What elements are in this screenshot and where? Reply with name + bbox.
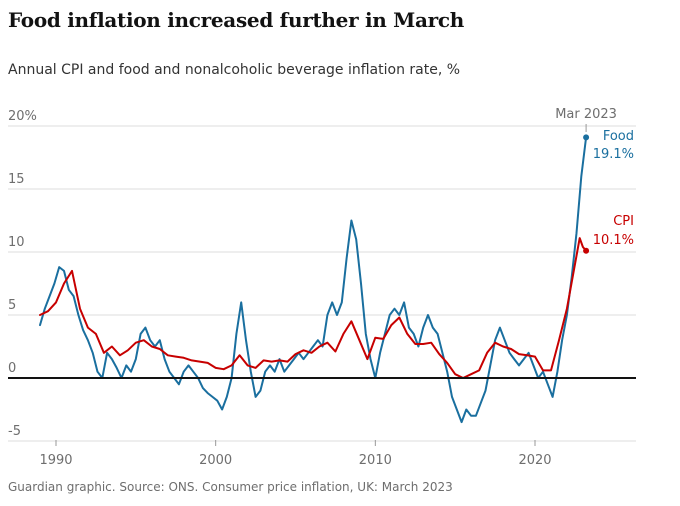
food-series-line bbox=[39, 136, 588, 424]
chart-subtitle: Annual CPI and food and nonalcoholic bev… bbox=[8, 62, 461, 78]
x-tick-label: 1990 bbox=[39, 453, 72, 468]
food-end-value-label: 19.1% bbox=[593, 147, 634, 162]
y-tick-label: 0 bbox=[8, 361, 16, 376]
label-layer: Mar 2023 Food 19.1% CPI 10.1% bbox=[555, 107, 634, 248]
food-series-label: Food bbox=[603, 129, 634, 144]
grid-layer: 20% 15 10 5 0 -5 1990 2000 2010 2020 bbox=[8, 109, 636, 468]
source-note: Guardian graphic. Source: ONS. Consumer … bbox=[8, 480, 453, 494]
x-tick-label: 2010 bbox=[359, 453, 392, 468]
y-tick-label: 20% bbox=[8, 109, 37, 124]
latest-date-label: Mar 2023 bbox=[555, 107, 617, 122]
food-end-dot bbox=[583, 134, 590, 141]
cpi-series-line bbox=[39, 237, 588, 379]
cpi-end-dot bbox=[583, 247, 590, 254]
x-tick-label: 2000 bbox=[199, 453, 232, 468]
series-layer bbox=[8, 134, 636, 424]
y-tick-label: -5 bbox=[8, 424, 21, 439]
y-tick-label: 10 bbox=[8, 235, 25, 250]
line-chart: 20% 15 10 5 0 -5 1990 2000 2010 2020 Mar 2023 Food… bbox=[8, 107, 636, 468]
chart-title: Food inflation increased further in Marc… bbox=[8, 8, 465, 32]
x-tick-label: 2020 bbox=[518, 453, 551, 468]
cpi-series-label: CPI bbox=[613, 214, 634, 229]
y-tick-label: 5 bbox=[8, 298, 16, 313]
y-tick-label: 15 bbox=[8, 172, 25, 187]
cpi-end-value-label: 10.1% bbox=[593, 233, 634, 248]
